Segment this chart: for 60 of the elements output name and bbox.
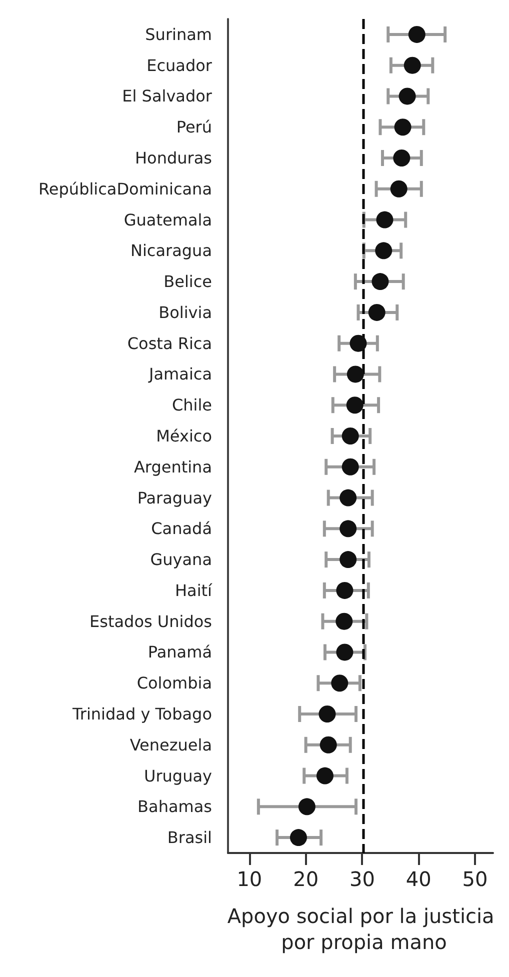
point [340, 520, 357, 538]
y-tick-label: El Salvador [122, 86, 212, 106]
y-tick-label: Surinam [145, 24, 212, 44]
y-tick-label: Honduras [135, 148, 212, 168]
y-tick-label: Bolivia [158, 302, 212, 322]
point [390, 180, 408, 198]
point [375, 242, 392, 260]
point [290, 829, 307, 846]
point [331, 674, 348, 692]
point [404, 56, 421, 74]
x-tick-label: 10 [236, 867, 262, 891]
point [393, 150, 410, 166]
y-tick-label: Ecuador [146, 56, 212, 75]
y-tick-label: Jamaica [148, 364, 212, 384]
point [320, 736, 337, 754]
x-tick-label: 50 [462, 867, 488, 891]
x-tick-label: 40 [406, 867, 432, 891]
point [336, 582, 354, 599]
point [336, 612, 353, 630]
y-tick-label: Perú [176, 118, 212, 137]
x-tick-label: 30 [349, 867, 375, 891]
point [340, 489, 357, 506]
point [372, 273, 389, 290]
y-tick-label: Trinidad y Tobago [71, 704, 212, 724]
y-tick-label: Panamá [148, 642, 212, 662]
point [376, 211, 394, 228]
y-tick-label: Colombia [136, 674, 212, 693]
y-tick-label: Paraguay [137, 488, 212, 508]
point [368, 304, 386, 321]
y-tick-label: Costa Rica [127, 334, 212, 353]
point [340, 551, 357, 568]
point [298, 798, 316, 816]
point [346, 396, 364, 414]
point [316, 767, 334, 784]
point [318, 706, 336, 722]
y-tick-label: Canadá [151, 519, 212, 538]
point [336, 644, 354, 661]
y-tick-label: México [156, 426, 212, 446]
y-tick-label: Venezuela [130, 735, 212, 754]
y-tick-label: Chile [172, 396, 212, 415]
y-tick-label: RepúblicaDominicana [38, 179, 212, 198]
y-tick-label: Haití [175, 580, 213, 600]
y-tick-label: Brasil [167, 828, 212, 848]
point [342, 458, 359, 476]
point [408, 26, 426, 43]
y-tick-label: Belice [164, 272, 212, 292]
y-tick-label: Uruguay [144, 766, 212, 786]
point [350, 334, 367, 352]
x-tick-label: 20 [293, 867, 319, 891]
x-axis-title: Apoyo social por la justicia por propia mano [227, 904, 501, 954]
y-tick-label: Nicaragua [130, 241, 212, 260]
point [346, 366, 364, 383]
point [394, 118, 412, 136]
y-tick-label: Guyana [150, 550, 212, 570]
point [398, 88, 416, 105]
y-tick-label: Guatemala [124, 210, 212, 230]
y-tick-label: Bahamas [138, 797, 212, 816]
y-tick-label: Argentina [134, 457, 212, 476]
y-tick-label: Estados Unidos [90, 612, 212, 631]
point [342, 428, 359, 444]
